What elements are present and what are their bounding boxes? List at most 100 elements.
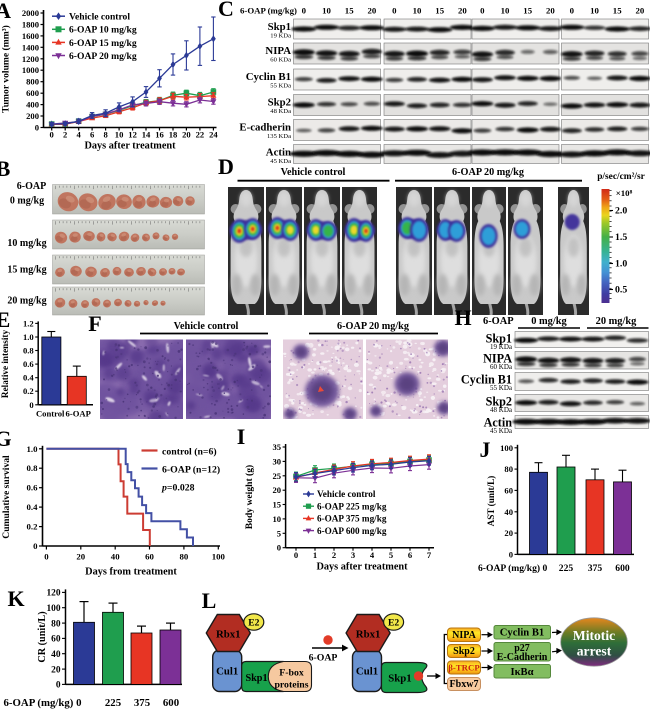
- svg-text:NIPA: NIPA: [452, 630, 476, 641]
- svg-text:20: 20: [368, 6, 377, 16]
- svg-text:20: 20: [504, 528, 513, 538]
- svg-text:Body weight (g): Body weight (g): [244, 465, 255, 530]
- svg-text:Days after treatment: Days after treatment: [84, 141, 176, 152]
- svg-text:10: 10: [115, 130, 124, 140]
- svg-text:7: 7: [427, 550, 432, 560]
- svg-text:0: 0: [509, 549, 513, 559]
- svg-text:200: 200: [26, 111, 39, 121]
- svg-text:1600: 1600: [22, 31, 39, 41]
- svg-text:1: 1: [313, 550, 317, 560]
- svg-text:Vehicle control: Vehicle control: [174, 321, 239, 332]
- svg-text:3: 3: [351, 550, 355, 560]
- svg-text:10 mg/kg: 10 mg/kg: [7, 238, 46, 249]
- svg-text:18: 18: [169, 130, 178, 140]
- svg-text:CR (unit/L): CR (unit/L): [37, 611, 48, 662]
- svg-text:0: 0: [29, 400, 33, 410]
- svg-text:6-OAP 375 mg/kg: 6-OAP 375 mg/kg: [317, 514, 387, 524]
- svg-text:arrest: arrest: [577, 644, 612, 659]
- svg-text:G: G: [0, 426, 12, 451]
- svg-text:A: A: [0, 0, 11, 23]
- svg-text:6-OAP 20 mg/kg: 6-OAP 20 mg/kg: [69, 51, 137, 62]
- svg-text:60: 60: [145, 552, 154, 562]
- svg-text:6-OAP 20 mg/kg: 6-OAP 20 mg/kg: [337, 321, 409, 332]
- svg-text:120: 120: [46, 589, 60, 599]
- svg-text:C: C: [218, 0, 234, 21]
- svg-text:0: 0: [480, 6, 485, 16]
- svg-text:10: 10: [322, 6, 331, 16]
- svg-text:25: 25: [273, 471, 282, 481]
- svg-text:400: 400: [26, 100, 39, 110]
- svg-text:6-OAP: 6-OAP: [483, 316, 514, 327]
- svg-text:800: 800: [26, 77, 39, 87]
- svg-text:AST (unit/L): AST (unit/L): [486, 476, 496, 527]
- svg-text:Cumulative survival: Cumulative survival: [1, 455, 12, 539]
- svg-text:6: 6: [90, 130, 95, 140]
- svg-text:0: 0: [35, 123, 39, 133]
- svg-text:D: D: [218, 154, 234, 179]
- svg-text:20: 20: [51, 665, 61, 675]
- svg-text:2.0: 2.0: [615, 206, 627, 217]
- svg-text:Cul1: Cul1: [356, 666, 378, 678]
- svg-text:Vehicle control: Vehicle control: [69, 12, 130, 23]
- svg-text:10: 10: [273, 514, 282, 524]
- svg-text:0.6: 0.6: [23, 359, 34, 369]
- svg-text:p/sec/cm²/sr: p/sec/cm²/sr: [597, 172, 645, 182]
- svg-text:15: 15: [345, 6, 354, 16]
- svg-text:10: 10: [501, 6, 510, 16]
- svg-text:Skp1: Skp1: [245, 673, 267, 684]
- svg-text:0.6: 0.6: [27, 483, 39, 493]
- svg-text:1.0: 1.0: [615, 259, 627, 270]
- svg-text:E-cadherin: E-cadherin: [239, 122, 291, 134]
- svg-text:10: 10: [590, 6, 599, 16]
- svg-text:Control: Control: [36, 409, 65, 419]
- svg-text:4: 4: [370, 550, 375, 560]
- svg-text:1000: 1000: [22, 65, 39, 75]
- svg-text:1400: 1400: [22, 42, 39, 52]
- svg-text:5: 5: [389, 550, 393, 560]
- svg-text:1.0: 1.0: [23, 332, 34, 342]
- svg-text:H: H: [454, 305, 471, 330]
- svg-text:6-OAP 600 mg/kg: 6-OAP 600 mg/kg: [317, 526, 387, 536]
- svg-text:Tumor volume (mm³): Tumor volume (mm³): [1, 25, 12, 113]
- svg-text:Skp2: Skp2: [453, 646, 475, 657]
- svg-text:Mitotic: Mitotic: [573, 628, 615, 643]
- svg-text:0 mg/kg: 0 mg/kg: [10, 196, 44, 207]
- svg-text:proteins: proteins: [274, 680, 308, 691]
- svg-text:10: 10: [413, 6, 422, 16]
- svg-text:Skp1: Skp1: [268, 21, 291, 33]
- svg-text:20: 20: [546, 6, 555, 16]
- svg-text:19 KDa: 19 KDa: [490, 343, 513, 351]
- svg-text:48 KDa: 48 KDa: [490, 406, 513, 414]
- svg-text:2: 2: [63, 130, 67, 140]
- svg-text:20: 20: [636, 6, 645, 16]
- svg-text:E2: E2: [388, 618, 399, 629]
- svg-text:6-OAP (mg/kg) 0: 6-OAP (mg/kg) 0: [478, 563, 547, 574]
- svg-text:60: 60: [504, 485, 513, 495]
- svg-text:1.2: 1.2: [23, 318, 34, 328]
- svg-text:100: 100: [212, 552, 226, 562]
- svg-text:p=0.028: p=0.028: [161, 483, 195, 494]
- svg-text:L: L: [202, 588, 217, 613]
- svg-text:600: 600: [26, 88, 39, 98]
- svg-text:100: 100: [46, 604, 60, 614]
- svg-text:control (n=6): control (n=6): [162, 447, 217, 458]
- svg-text:2: 2: [332, 550, 336, 560]
- svg-text:55 KDa: 55 KDa: [270, 82, 291, 89]
- svg-text:6-OAP 10 mg/kg: 6-OAP 10 mg/kg: [69, 25, 137, 36]
- svg-text:40: 40: [51, 650, 61, 660]
- svg-text:×10⁸: ×10⁸: [616, 188, 633, 198]
- svg-text:225: 225: [559, 563, 574, 574]
- svg-text:Cyclin B1: Cyclin B1: [500, 628, 544, 639]
- svg-text:20: 20: [273, 485, 282, 495]
- svg-text:β-TRCP: β-TRCP: [448, 662, 480, 672]
- svg-text:Skp1: Skp1: [388, 673, 411, 685]
- svg-text:5: 5: [277, 528, 281, 538]
- svg-text:1800: 1800: [22, 20, 39, 30]
- svg-text:15: 15: [273, 500, 282, 510]
- svg-text:60 KDa: 60 KDa: [490, 363, 513, 371]
- svg-text:22: 22: [196, 130, 205, 140]
- svg-text:45 KDa: 45 KDa: [490, 427, 513, 435]
- svg-text:0: 0: [570, 6, 575, 16]
- svg-text:55 KDa: 55 KDa: [490, 384, 513, 392]
- svg-text:225: 225: [105, 697, 121, 709]
